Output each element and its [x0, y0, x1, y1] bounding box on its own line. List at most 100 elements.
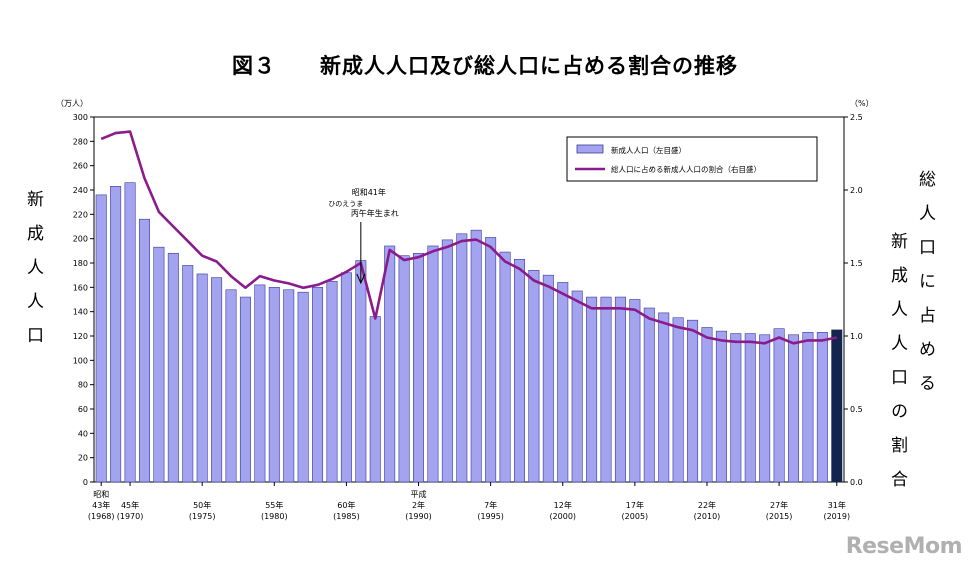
left-axis-tick-label: 40: [78, 429, 88, 438]
left-axis-tick-label: 300: [73, 113, 88, 122]
bar: [744, 333, 756, 483]
x-axis-tick-label: (1980): [261, 512, 288, 521]
left-axis-tick-label: 240: [73, 186, 88, 195]
bar: [398, 255, 410, 483]
bar: [643, 307, 655, 483]
left-axis-tick-label: 260: [73, 162, 88, 171]
x-axis-tick-label: (2005): [622, 512, 649, 521]
right-axis-tick-label: 1.0: [850, 332, 863, 341]
x-axis-tick-label: (2019): [823, 512, 850, 521]
plot-frame: [93, 116, 845, 483]
legend-box: [566, 136, 818, 182]
bar: [701, 327, 713, 483]
right-axis-unit: （%）: [850, 99, 874, 108]
left-axis-tick-label: 220: [73, 210, 88, 219]
x-axis-tick-label: (2000): [549, 512, 576, 521]
right-axis-tick-label: 2.5: [850, 113, 863, 122]
left-axis-title: 新成人人口: [23, 190, 43, 360]
bar: [571, 290, 583, 483]
x-axis-tick-label: (2010): [694, 512, 721, 521]
bar: [658, 312, 670, 483]
x-axis-tick-label: 55年: [265, 500, 283, 510]
x-axis-tick-label: (2015): [766, 512, 793, 521]
x-axis-tick-label: 7年: [484, 500, 497, 510]
bar: [470, 229, 482, 483]
bar: [95, 194, 107, 483]
ratio-line: [100, 130, 838, 345]
bar: [600, 296, 612, 483]
x-axis-tick-label: 60年: [337, 500, 355, 510]
x-axis-tick-label: (1985): [333, 512, 360, 521]
left-axis-tick-label: 120: [73, 332, 88, 341]
bar: [441, 239, 453, 483]
bar: [110, 186, 122, 483]
right-axis-tick-label: 1.5: [850, 259, 863, 268]
right-axis-title-line1: 総人口に占める: [915, 170, 935, 408]
bar: [499, 251, 511, 483]
bar: [816, 332, 828, 483]
bar: [211, 277, 223, 483]
legend-bar-swatch: [576, 144, 604, 154]
bar: [788, 334, 800, 483]
left-axis-tick-label: 280: [73, 137, 88, 146]
bar: [557, 282, 569, 483]
watermark-text: ReseMom: [845, 534, 963, 559]
left-axis-unit: （万人）: [56, 99, 88, 108]
x-axis-tick-label: 50年: [193, 500, 211, 510]
annotation-line1: 昭和41年: [352, 187, 386, 197]
left-axis-tick-label: 200: [73, 235, 88, 244]
bar: [225, 289, 237, 483]
left-axis-tick-label: 60: [78, 405, 88, 414]
right-axis-tick-label: 2.0: [850, 186, 863, 195]
annotation-arrow-head: [356, 273, 366, 285]
bar: [427, 245, 439, 483]
legend-line-label: 総人口に占める新成人人口の割合（右目盛）: [611, 164, 761, 174]
bar: [513, 259, 525, 483]
bar: [614, 296, 626, 483]
bar: [312, 287, 324, 483]
bar: [297, 291, 309, 483]
bar: [326, 280, 338, 483]
right-axis-title-line2: 新成人人口の割合: [887, 232, 907, 504]
bar: [384, 245, 396, 483]
annotation-line2: ひのえうま: [328, 200, 363, 208]
x-axis-tick-label: (1968): [88, 512, 115, 521]
left-axis-tick-label: 160: [73, 283, 88, 292]
bar: [586, 296, 598, 483]
bar: [182, 265, 194, 483]
bar: [456, 233, 468, 483]
bar: [369, 316, 381, 483]
x-axis-tick-label: 43年: [92, 500, 110, 510]
bar: [715, 330, 727, 483]
bar: [167, 252, 179, 483]
bar: [355, 260, 367, 483]
x-axis-tick-label: 27年: [770, 500, 788, 510]
bar: [239, 296, 251, 483]
x-axis-tick-label: 17年: [626, 500, 644, 510]
x-axis-tick-label: 平成: [411, 489, 427, 499]
bar: [485, 237, 497, 483]
bar: [773, 328, 785, 483]
chart-title: 図３ 新成人人口及び総人口に占める割合の推移: [232, 54, 738, 78]
x-axis-tick-label: 31年: [828, 500, 846, 510]
x-axis-tick-label: 22年: [698, 500, 716, 510]
left-axis-tick-label: 0: [83, 478, 88, 487]
bar: [254, 284, 266, 483]
bar: [528, 269, 540, 483]
annotation-line3: 丙午年生まれ: [351, 208, 399, 218]
bar: [124, 182, 136, 483]
bar: [268, 287, 280, 483]
x-axis-tick-label: 2年: [412, 500, 425, 510]
x-axis-tick-label: (1990): [405, 512, 432, 521]
left-axis-tick-label: 100: [73, 356, 88, 365]
bar: [340, 272, 352, 483]
bar: [687, 319, 699, 483]
bar: [283, 289, 295, 483]
bar: [672, 317, 684, 483]
bar: [759, 334, 771, 483]
x-axis-tick-label: (1995): [477, 512, 504, 521]
bar: [831, 329, 843, 483]
left-axis-tick-label: 80: [78, 381, 88, 390]
x-axis-tick-label: 45年: [121, 500, 139, 510]
